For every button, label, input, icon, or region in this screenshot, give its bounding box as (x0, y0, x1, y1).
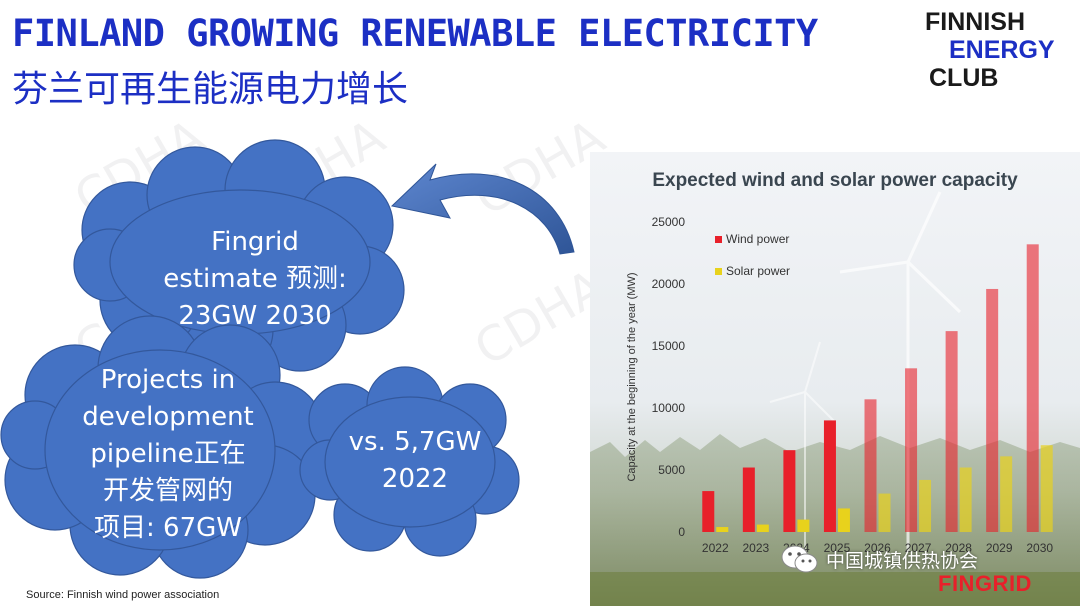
x-tick-label: 2027 (905, 541, 932, 555)
bar-solar-power (756, 524, 769, 532)
bar-solar-power (878, 493, 891, 532)
bar-wind-power (864, 399, 877, 532)
y-tick-label: 5000 (658, 463, 685, 477)
logo-line-1: FINNISH (925, 8, 1025, 36)
bar-wind-power (742, 467, 755, 532)
y-axis-label: Capacity at the beginning of the year (M… (626, 272, 638, 481)
slide-title-en: FINLAND GROWING RENEWABLE ELECTRICITY (12, 12, 818, 55)
bar-wind-power (986, 288, 999, 532)
chart-title: Expected wind and solar power capacity (652, 170, 1018, 191)
cloud-text-projects: Projects in development pipeline正在 开发管网的… (82, 365, 254, 543)
bar-solar-power (716, 527, 729, 532)
legend-label: Wind power (726, 232, 789, 246)
x-tick-label: 2029 (986, 541, 1013, 555)
cloud-text-vs: vs. 5,7GW 2022 (348, 427, 482, 494)
wechat-label: 中国城镇供热协会 (826, 549, 979, 572)
fingrid-logo: FINGRID (938, 571, 1032, 596)
cloud-shape-vs (299, 366, 520, 557)
bar-solar-power (1040, 445, 1053, 532)
x-tick-label: 2025 (824, 541, 851, 555)
wechat-icon (781, 545, 818, 573)
legend-swatch (715, 236, 722, 243)
logo-line-2: ENERGY (949, 36, 1055, 64)
bar-wind-power (823, 420, 836, 532)
callout-clouds (0, 139, 575, 579)
y-tick-label: 20000 (652, 277, 686, 291)
cloud-text-fingrid: Fingrid estimate 预测: 23GW 2030 (163, 227, 347, 331)
bar-wind-power (905, 368, 918, 532)
slide-title-zh: 芬兰可再生能源电力增长 (12, 69, 409, 110)
bar-solar-power (919, 479, 932, 532)
curved-arrow-icon (390, 163, 575, 255)
chart-marks: Expected wind and solar power capacity Ca… (626, 170, 1053, 555)
x-tick-label: 2026 (864, 541, 891, 555)
cloud-shape-projects (0, 315, 324, 579)
legend-swatch (715, 268, 722, 275)
bar-wind-power (702, 491, 715, 532)
bar-solar-power (1000, 456, 1013, 532)
legend-label: Solar power (726, 264, 790, 278)
bar-solar-power (837, 508, 850, 532)
y-tick-label: 0 (678, 525, 685, 539)
field-ground (590, 572, 1080, 606)
finnish-energy-club-logo: FINNISH ENERGY CLUB (925, 8, 1080, 98)
x-tick-label: 2028 (945, 541, 972, 555)
bar-wind-power (1026, 244, 1039, 532)
source-note: Source: Finnish wind power association (26, 589, 220, 601)
x-tick-label: 2023 (742, 541, 769, 555)
y-tick-label: 15000 (652, 339, 686, 353)
wechat-watermark: 中国城镇供热协会 (780, 544, 978, 574)
cloud-shape-fingrid (73, 139, 405, 379)
bar-wind-power (783, 450, 796, 532)
logo-line-3: CLUB (929, 64, 999, 92)
x-tick-label: 2022 (702, 541, 729, 555)
capacity-chart: Expected wind and solar power capacity Ca… (590, 152, 1080, 606)
y-tick-label: 25000 (652, 215, 686, 229)
y-tick-label: 10000 (652, 401, 686, 415)
bar-solar-power (959, 467, 972, 532)
x-tick-label: 2030 (1026, 541, 1053, 555)
bar-solar-power (797, 519, 810, 532)
bar-wind-power (945, 331, 958, 532)
